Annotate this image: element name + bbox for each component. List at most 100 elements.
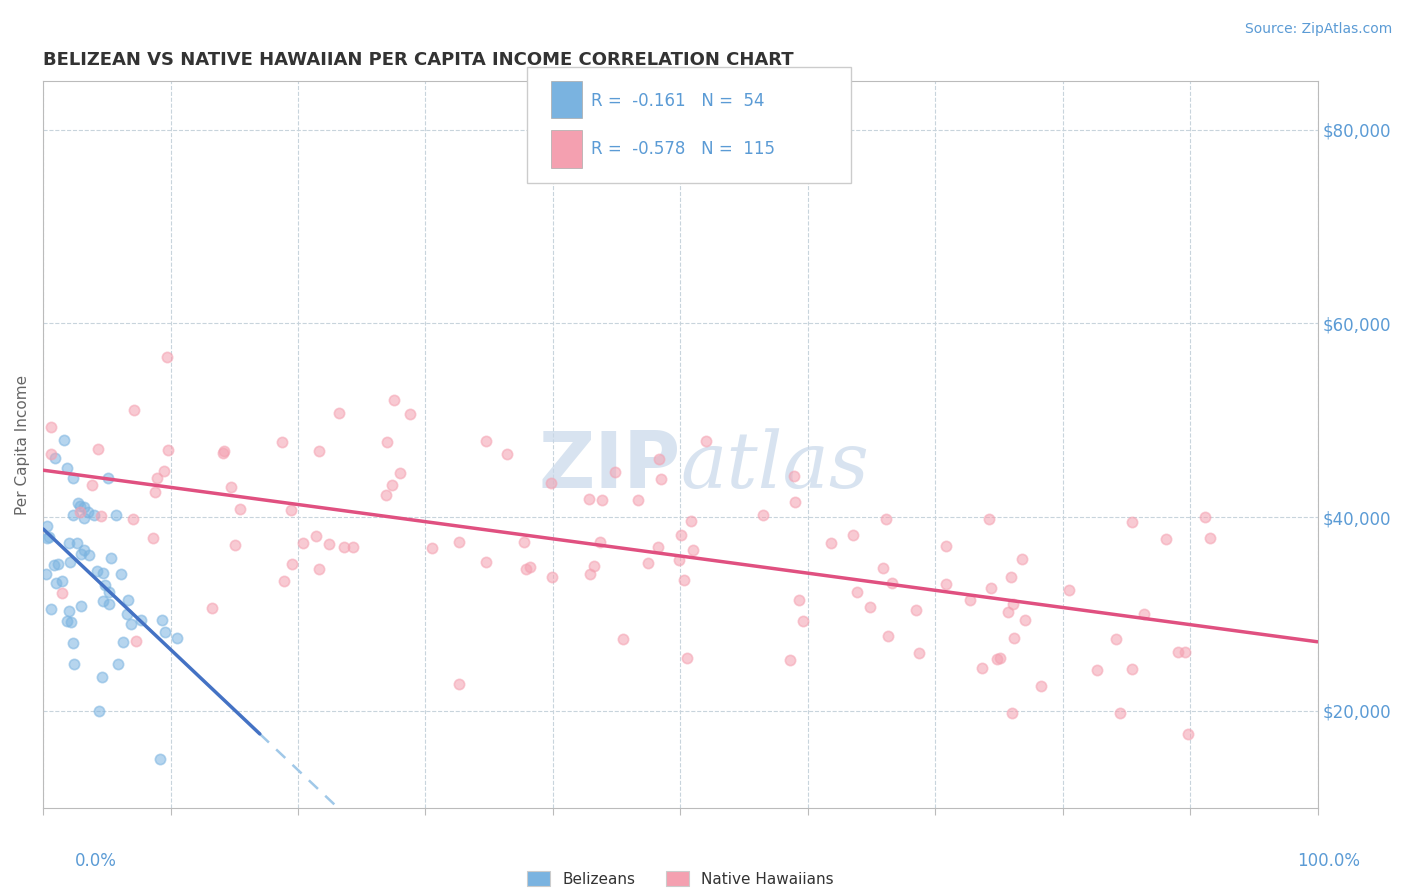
Point — [515, 562, 537, 576]
Point — [58, 604, 80, 618]
Point — [211, 446, 233, 460]
Point — [58, 536, 80, 550]
Point — [1174, 645, 1197, 659]
Point — [1177, 726, 1199, 740]
Point — [449, 534, 471, 549]
Point — [782, 469, 804, 483]
Text: 0.0%: 0.0% — [75, 852, 117, 870]
Text: atlas: atlas — [681, 428, 869, 504]
Point — [150, 613, 173, 627]
Point — [986, 652, 1008, 666]
Point — [374, 488, 396, 502]
Point — [153, 464, 176, 478]
Y-axis label: Per Capita Income: Per Capita Income — [15, 375, 30, 515]
Point — [882, 576, 904, 591]
Point — [935, 577, 957, 591]
Text: BELIZEAN VS NATIVE HAWAIIAN PER CAPITA INCOME CORRELATION CHART: BELIZEAN VS NATIVE HAWAIIAN PER CAPITA I… — [44, 51, 794, 69]
Point — [90, 670, 112, 684]
Point — [328, 406, 350, 420]
Point — [107, 657, 129, 672]
Point — [1002, 631, 1025, 645]
Point — [449, 677, 471, 691]
Point — [1167, 645, 1189, 659]
Point — [46, 557, 69, 571]
Point — [41, 601, 63, 615]
Point — [145, 471, 167, 485]
Point — [97, 585, 120, 599]
Point — [381, 478, 404, 492]
Point — [166, 631, 188, 645]
Point — [650, 472, 672, 486]
Point — [77, 505, 100, 519]
Point — [120, 617, 142, 632]
Point — [474, 555, 496, 569]
Point — [94, 577, 117, 591]
Point — [907, 646, 929, 660]
Point — [1121, 662, 1143, 676]
Point — [627, 493, 650, 508]
Point — [148, 752, 170, 766]
Point — [1057, 582, 1080, 597]
Point — [1121, 515, 1143, 529]
Point — [1001, 706, 1024, 720]
Point — [845, 585, 868, 599]
Point — [62, 636, 84, 650]
Point — [695, 434, 717, 448]
Point — [56, 461, 79, 475]
Point — [82, 478, 104, 492]
Point — [872, 561, 894, 575]
Point — [73, 543, 96, 558]
Point — [1108, 706, 1130, 721]
Point — [1085, 663, 1108, 677]
Point — [583, 558, 606, 573]
Point — [69, 505, 91, 519]
Point — [51, 586, 73, 600]
Point — [38, 530, 60, 544]
Point — [156, 350, 179, 364]
Point — [39, 419, 62, 434]
Point — [97, 471, 120, 485]
Point — [91, 594, 114, 608]
Point — [69, 500, 91, 514]
Point — [142, 532, 165, 546]
Point — [495, 447, 517, 461]
Point — [70, 599, 93, 614]
Point — [935, 539, 957, 553]
Point — [959, 593, 981, 607]
Point — [73, 510, 96, 524]
Point — [51, 574, 73, 588]
Point — [752, 508, 775, 522]
Point — [86, 565, 108, 579]
Point — [308, 443, 330, 458]
Point — [271, 434, 294, 449]
Point — [77, 548, 100, 562]
Point — [157, 442, 180, 457]
Point — [224, 538, 246, 552]
Point — [44, 451, 66, 466]
Point — [779, 653, 801, 667]
Point — [214, 443, 236, 458]
Legend: Belizeans, Native Hawaiians: Belizeans, Native Hawaiians — [519, 863, 841, 892]
Point — [1001, 597, 1024, 611]
Point — [1000, 570, 1022, 584]
Point — [87, 442, 110, 457]
Point — [83, 508, 105, 522]
Point — [541, 570, 564, 584]
Point — [1105, 632, 1128, 647]
Point — [578, 491, 600, 506]
Point — [305, 529, 328, 543]
Point — [612, 632, 634, 646]
Text: 100.0%: 100.0% — [1298, 852, 1360, 870]
Point — [45, 576, 67, 591]
Point — [842, 528, 865, 542]
Point — [219, 480, 242, 494]
Point — [87, 704, 110, 718]
Point — [1133, 607, 1156, 622]
Point — [105, 508, 128, 522]
Point — [153, 625, 176, 640]
Point — [876, 629, 898, 643]
Point — [679, 514, 702, 528]
Point — [35, 567, 58, 582]
Point — [35, 518, 58, 533]
Point — [820, 536, 842, 550]
